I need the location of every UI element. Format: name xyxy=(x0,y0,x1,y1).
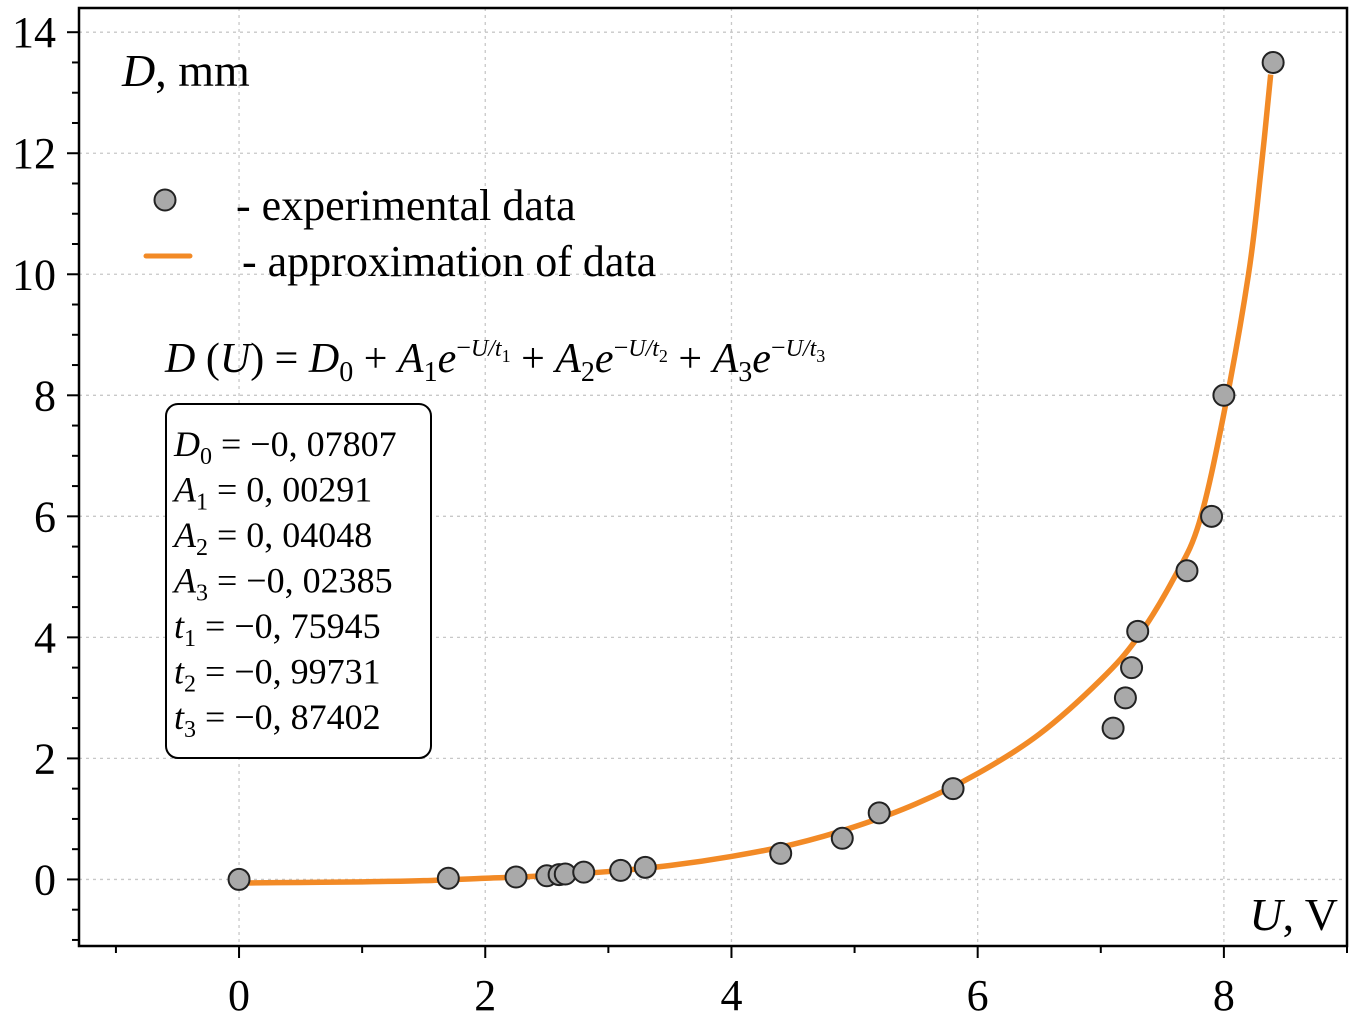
data-point xyxy=(830,826,854,850)
data-point xyxy=(572,860,596,884)
y-tick-label: 8 xyxy=(34,371,56,420)
y-tick-label: 4 xyxy=(34,613,56,662)
x-axis-var: U xyxy=(1249,889,1285,940)
parameter-line: t2 = −0, 99731 xyxy=(174,652,381,698)
x-tick-label: 6 xyxy=(967,971,989,1017)
parameter-line: A1 = 0, 00291 xyxy=(172,470,372,516)
parameter-line: D0 = −0, 07807 xyxy=(173,424,397,470)
data-point xyxy=(1175,559,1199,583)
data-point xyxy=(1101,716,1125,740)
y-tick-label: 6 xyxy=(34,492,56,541)
data-point xyxy=(436,866,460,890)
legend: - experimental data - approximation of d… xyxy=(143,181,656,286)
data-point xyxy=(1126,619,1150,643)
equation-text: D (U) = D0 + A1e−U/t1 + A2e−U/t2 + A3e−U… xyxy=(164,333,825,388)
parameter-line: t1 = −0, 75945 xyxy=(174,606,381,652)
data-point xyxy=(1212,383,1236,407)
data-point xyxy=(504,865,528,889)
plot-frame xyxy=(77,6,1349,948)
fit-line xyxy=(239,74,1274,886)
y-tick-label: 0 xyxy=(34,855,56,904)
parameter-line: A3 = −0, 02385 xyxy=(172,561,393,607)
axes xyxy=(67,6,1349,958)
legend-label-points: - experimental data xyxy=(236,181,576,230)
y-tick-label: 14 xyxy=(12,8,56,57)
tick-labels: 0 2 4 6 8 0 2 4 6 8 10 12 14 xyxy=(12,8,1235,1017)
x-tick-label: 4 xyxy=(720,971,742,1017)
data-point xyxy=(227,867,251,891)
y-tick-label: 10 xyxy=(12,250,56,299)
data-point xyxy=(1200,504,1224,528)
x-tick-label: 2 xyxy=(474,971,496,1017)
data-point xyxy=(867,801,891,825)
experimental-points xyxy=(227,50,1285,891)
data-point xyxy=(633,855,657,879)
approximation-curve xyxy=(239,74,1274,886)
legend-marker-points xyxy=(153,188,177,212)
data-point xyxy=(941,777,965,801)
parameter-box-frame xyxy=(165,403,432,759)
x-tick-label: 0 xyxy=(228,971,250,1017)
data-point xyxy=(769,841,793,865)
y-axis-unit: , mm xyxy=(155,45,250,96)
data-point xyxy=(1113,686,1137,710)
legend-label-line: - approximation of data xyxy=(242,237,656,286)
y-axis-var: D xyxy=(121,45,155,96)
x-axis-title: U, V xyxy=(1249,889,1338,940)
y-axis-title: D, mm xyxy=(121,45,250,96)
parameter-line: A2 = 0, 04048 xyxy=(172,515,372,561)
parameter-line: t3 = −0, 87402 xyxy=(174,697,381,743)
data-point xyxy=(1261,50,1285,74)
y-tick-label: 2 xyxy=(34,734,56,783)
equation: D (U) = D0 + A1e−U/t1 + A2e−U/t2 + A3e−U… xyxy=(164,333,825,388)
x-tick-label: 8 xyxy=(1213,971,1235,1017)
data-point xyxy=(1120,656,1144,680)
y-tick-label: 12 xyxy=(12,129,56,178)
x-axis-unit: , V xyxy=(1283,889,1338,940)
data-point xyxy=(609,858,633,882)
